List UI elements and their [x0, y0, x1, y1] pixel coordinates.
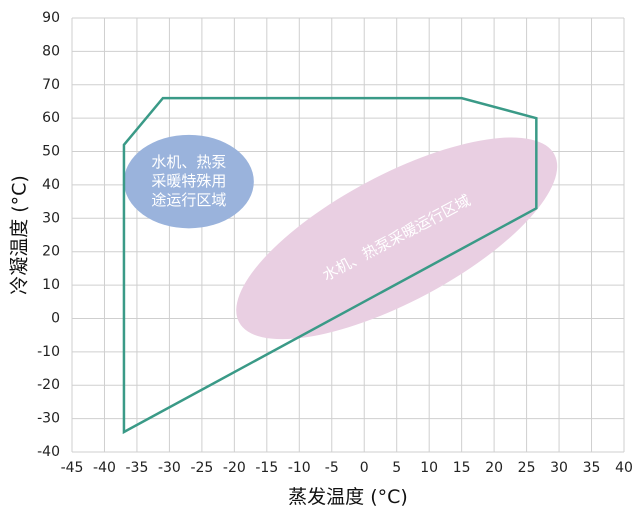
y-axis-title: 冷凝温度 (°C) [9, 175, 31, 295]
zone-label-line-3: 途运行区域 [151, 191, 226, 209]
x-tick-label: 35 [583, 460, 601, 476]
y-tick-label: 40 [42, 177, 60, 193]
y-tick-label: 20 [42, 244, 60, 260]
envelope-outline [122, 96, 538, 435]
y-tick-label: -20 [37, 377, 60, 393]
x-tick-label: -25 [190, 460, 213, 476]
x-tick-label: 20 [485, 460, 503, 476]
x-tick-label: -35 [126, 460, 149, 476]
zone-ellipse-1 [236, 137, 558, 340]
x-tick-label: -40 [93, 460, 116, 476]
x-tick-label: -15 [255, 460, 278, 476]
y-tick-label: 70 [42, 77, 60, 93]
envelope [122, 96, 538, 435]
y-tick-label: 10 [42, 277, 60, 293]
zone-label-line-1: 水机、热泵 [151, 153, 226, 171]
zone-label-line-2: 采暖特殊用 [151, 172, 226, 190]
y-tick-label: 50 [42, 144, 60, 160]
x-tick-label: -20 [223, 460, 246, 476]
x-tick-label: 5 [392, 460, 401, 476]
y-tick-label: 0 [51, 310, 60, 326]
y-tick-label: -30 [37, 411, 60, 427]
x-tick-label: 30 [550, 460, 568, 476]
x-tick-label: 10 [420, 460, 438, 476]
y-tick-label: 90 [42, 10, 60, 26]
x-axis-title: 蒸发温度 (°C) [288, 486, 408, 508]
y-tick-label: -10 [37, 344, 60, 360]
x-tick-label: 15 [453, 460, 471, 476]
x-tick-label: -30 [158, 460, 181, 476]
x-tick-label: -10 [288, 460, 311, 476]
x-tick-labels: -45 -40 -35 -30 -25 -20 -15 -10 -5 0 5 10 15 20 25 30 35… [61, 460, 633, 476]
y-tick-labels: -40 -30 -20 -10 0 10 20 30 40 50 60 70 80 90 [37, 10, 60, 460]
y-tick-label: 80 [42, 43, 60, 59]
y-tick-label: 60 [42, 110, 60, 126]
x-tick-label: 0 [360, 460, 369, 476]
x-tick-label: -5 [325, 460, 339, 476]
x-tick-label: 25 [518, 460, 536, 476]
y-tick-label: -40 [37, 444, 60, 460]
x-tick-label: 40 [615, 460, 633, 476]
y-tick-label: 30 [42, 210, 60, 226]
x-tick-label: -45 [61, 460, 84, 476]
zone-ellipse-2 [123, 134, 254, 229]
